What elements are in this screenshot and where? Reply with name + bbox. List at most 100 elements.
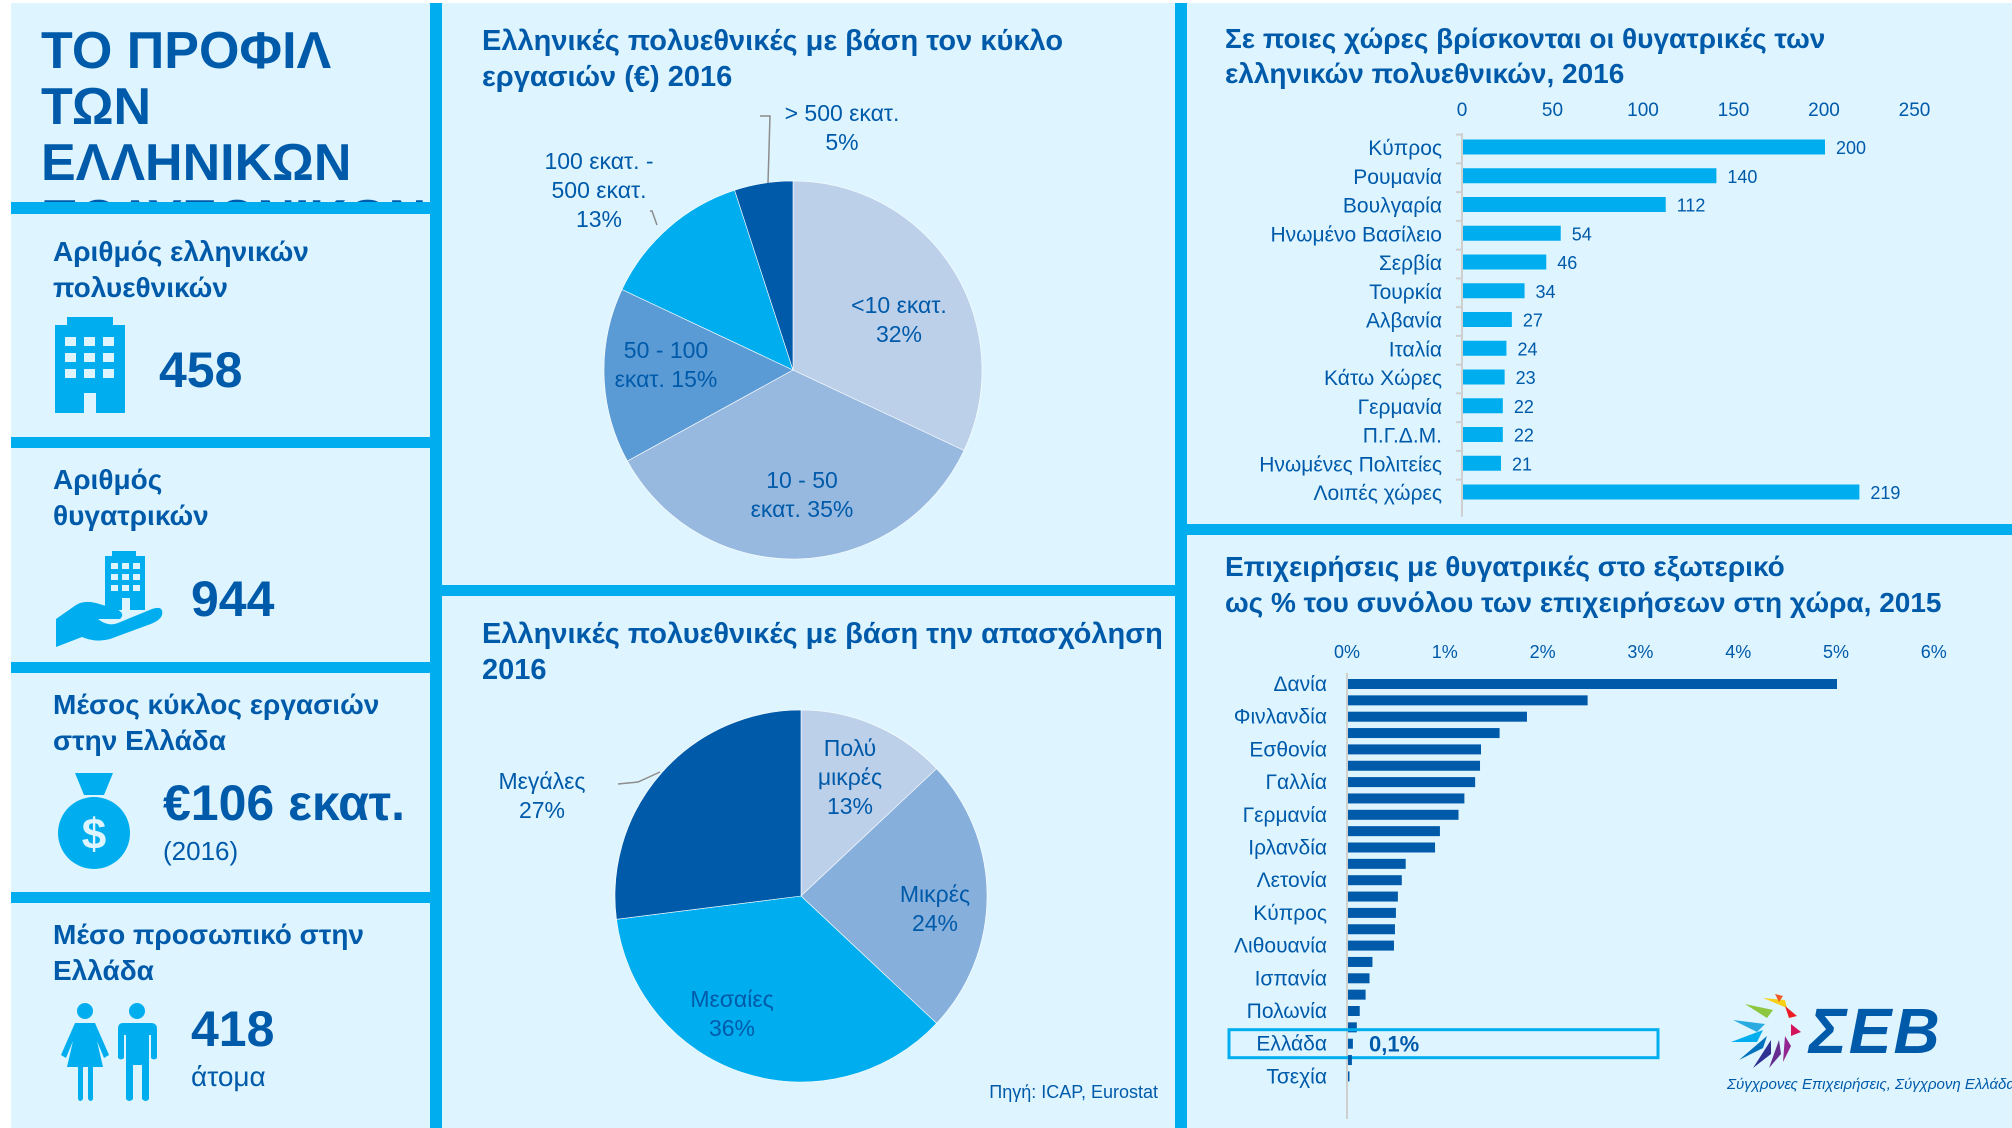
pie-slice	[800, 768, 988, 1024]
pie-slice	[603, 289, 794, 462]
stat-label: Αριθμός θυγατρικών	[53, 462, 209, 534]
highlight-box	[1227, 1028, 1660, 1060]
category-label: Ελλάδα	[1256, 1033, 1327, 1056]
bar	[1463, 369, 1505, 385]
category-label: Πολωνία	[1247, 1000, 1327, 1023]
stat-value: 418	[191, 1001, 275, 1057]
bar-value-label: 54	[1572, 224, 1592, 244]
highlight-value-label: 0,1%	[1369, 1032, 1419, 1057]
x-tick-label: 200	[1808, 100, 1840, 121]
stat-label-line: θυγατρικών	[53, 500, 209, 531]
stat-value: 944	[191, 571, 275, 627]
category-label: Κάτω Χώρες	[1324, 367, 1442, 390]
bar	[1463, 312, 1512, 327]
chart-title: Σε ποιες χώρες βρίσκονται οι θυγατρικές …	[1225, 21, 1825, 91]
pie-slice	[792, 180, 983, 451]
x-tick-label: 0%	[1334, 642, 1360, 662]
category-label: Βουλγαρία	[1343, 195, 1442, 218]
category-label: Δανία	[1274, 673, 1327, 696]
divider	[11, 437, 442, 448]
percentage-bar-chart: 0% 1% 2% 3% 4% 5% 6% Δανία Φινλανδία Εσθονία Γαλλί…	[1227, 642, 1947, 1119]
category-label: Γαλλία	[1265, 771, 1327, 794]
divider	[1187, 524, 2012, 535]
stat-label: Μέσος κύκλος εργασιών στην Ελλάδα	[53, 687, 379, 759]
chart-title: Επιχειρήσεις με θυγατρικές στο εξωτερικό…	[1225, 549, 1942, 621]
bar	[1463, 197, 1666, 212]
chart-title-line: Ελληνικές πολυεθνικές με βάση τον κύκλο	[482, 25, 1064, 57]
category-label: Λιθουανία	[1234, 935, 1327, 958]
pie-slice	[800, 709, 938, 897]
stat-label-line: πολυεθνικών	[53, 272, 228, 303]
stat-panel-multinationals: Αριθμός ελληνικών πολυεθνικών 458	[11, 214, 430, 437]
bar	[1463, 168, 1717, 184]
divider	[430, 3, 442, 1128]
bar-value-label: 219	[1870, 483, 1900, 503]
chart-title: Ελληνικές πολυεθνικές με βάση τον κύκλο …	[482, 23, 1063, 95]
bar	[1348, 907, 1396, 918]
chart-title-line: ελληνικών πολυεθνικών, 2016	[1225, 58, 1625, 89]
bar-value-label: 200	[1836, 138, 1866, 158]
pie-data-label: Μεσαίες 36%	[690, 986, 773, 1041]
bar	[1348, 1055, 1352, 1066]
bar	[1348, 891, 1398, 902]
building-in-hand-icon	[56, 551, 163, 647]
pie-slice	[621, 189, 794, 371]
category-label: Λοιπές χώρες	[1314, 482, 1442, 505]
x-tick-label: 250	[1899, 100, 1931, 121]
divider	[11, 662, 442, 673]
employment-pie-chart: Πολύ μικρές 13% Μικρές 24% Μεσαίες 36% Μεγάλες 2…	[498, 709, 988, 1083]
leader-line	[650, 210, 658, 226]
bar	[1348, 924, 1395, 935]
source-note: Πηγή: ICAP, Eurostat	[989, 1082, 1158, 1102]
stat-label: Αριθμός ελληνικών πολυεθνικών	[53, 234, 309, 306]
bar	[1348, 956, 1373, 967]
chart-title-line: Επιχειρήσεις με θυγατρικές στο εξωτερικό	[1225, 551, 1785, 582]
bar	[1348, 679, 1837, 689]
bar	[1348, 989, 1366, 1000]
pie-slice	[734, 180, 794, 371]
divider	[11, 892, 442, 903]
chart-title-line: εργασιών (€) 2016	[482, 61, 733, 93]
pie-data-label: 10 - 50 εκατ. 35%	[751, 467, 854, 522]
chart-title-line: ως % του συνόλου των επιχειρήσεων στη χώ…	[1225, 587, 1942, 618]
bar-value-label: 22	[1514, 397, 1534, 417]
bar-value-label: 24	[1517, 339, 1537, 359]
page-title-line: ΤΟ ΠΡΟΦΙΛ ΤΩΝ	[41, 22, 332, 136]
stat-sub: (2016)	[163, 836, 239, 866]
bar-value-label: 22	[1514, 426, 1534, 446]
bar	[1348, 875, 1402, 886]
category-label: Τουρκία	[1369, 281, 1442, 304]
bar	[1463, 340, 1507, 356]
bar	[1348, 793, 1465, 804]
page-title-line: ΕΛΛΗΝΙΚΩΝ	[41, 134, 352, 192]
pie-slice	[626, 369, 965, 560]
bar	[1348, 744, 1482, 755]
bar	[1348, 1038, 1353, 1049]
category-label: Π.Γ.Δ.Μ.	[1363, 425, 1442, 448]
stat-sub: άτομα	[191, 1061, 266, 1092]
stat-panel-employees: Μέσο προσωπικό στην Ελλάδα 418 άτομα	[11, 903, 430, 1128]
category-label: Ηνωμένες Πολιτείες	[1259, 453, 1442, 476]
pie-data-label: Μικρές 24%	[900, 881, 970, 936]
stat-label: Μέσο προσωπικό στην Ελλάδα	[53, 917, 364, 989]
bar	[1348, 842, 1436, 853]
x-tick-label: 2%	[1530, 642, 1556, 662]
seb-tagline: Σύγχρονες Επιχειρήσεις, Σύγχρονη Ελλάδα	[1727, 1076, 2012, 1093]
x-tick-label: 6%	[1921, 642, 1947, 662]
bar	[1348, 777, 1476, 788]
bar	[1348, 809, 1459, 820]
bar	[1463, 225, 1561, 241]
bar	[1348, 826, 1440, 837]
pie-data-label: 100 εκατ. -500 εκατ. 13%	[544, 148, 653, 232]
leader-line	[760, 115, 771, 184]
leader-line	[617, 771, 661, 785]
x-tick-label: 4%	[1725, 642, 1751, 662]
bar	[1348, 711, 1527, 722]
stat-label-line: Μέσος κύκλος εργασιών	[53, 689, 380, 720]
bar	[1463, 283, 1525, 299]
subsidiaries-by-country-panel: Σε ποιες χώρες βρίσκονται οι θυγατρικές …	[1187, 3, 2012, 524]
bar	[1348, 760, 1481, 771]
bar	[1348, 695, 1588, 706]
bar	[1348, 940, 1394, 951]
category-label: Αλβανία	[1366, 310, 1442, 333]
